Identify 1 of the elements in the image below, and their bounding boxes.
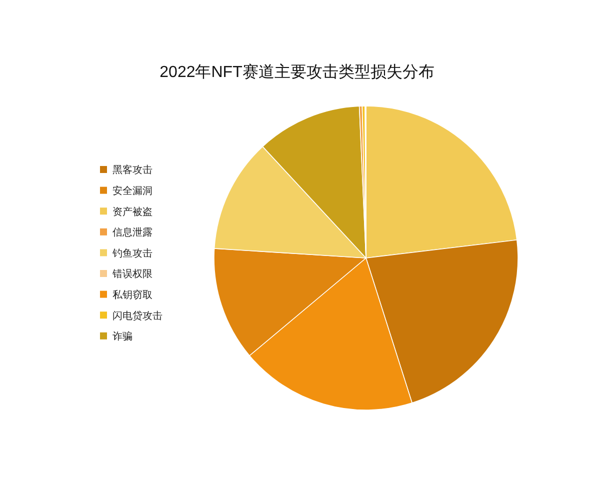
title: 2022年NFT赛道主要攻击类型损失分布 (160, 64, 434, 81)
